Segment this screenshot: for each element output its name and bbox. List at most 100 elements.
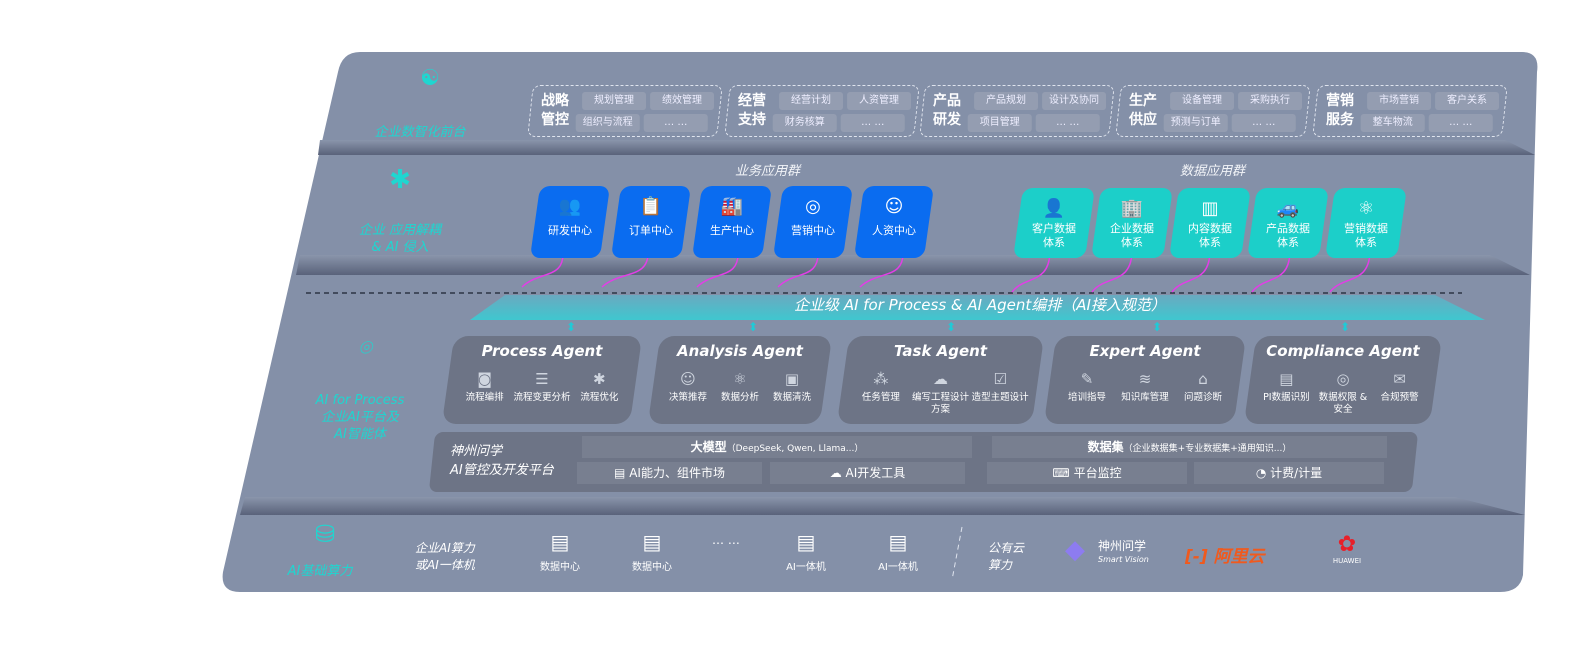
capability-chip[interactable]: … …: [1035, 114, 1100, 132]
data-app-tile[interactable]: 🚙 产品数据 体系: [1247, 188, 1329, 258]
capability-chip[interactable]: 规划管理: [582, 92, 647, 110]
business-app-tile[interactable]: ☺ 人资中心: [853, 186, 935, 258]
shenzhou-name: 神州问学: [1098, 539, 1147, 553]
front-group: 营销 服务 市场营销 客户关系 整车物流… …: [1312, 85, 1508, 137]
billing-button[interactable]: ◔ 计费/计量: [1194, 462, 1384, 484]
agent-capability[interactable]: ☁ 编写工程设计方案: [911, 368, 971, 416]
capability-chip[interactable]: 整车物流: [1360, 114, 1425, 132]
agent-name: Expert Agent: [1089, 342, 1201, 360]
agent-capability[interactable]: ☰ 流程变更分析: [513, 368, 570, 404]
capability-chip[interactable]: 经营计划: [779, 92, 844, 110]
ai-label-3: AI智能体: [334, 427, 386, 442]
capability-chip[interactable]: 绩效管理: [650, 92, 715, 110]
monitor-button[interactable]: ⌨ 平台监控: [987, 462, 1187, 484]
agent-name: Analysis Agent: [677, 342, 803, 360]
apps-label-2: & AI 侵入: [371, 240, 429, 255]
data-app-tile[interactable]: ▥ 内容数据 体系: [1169, 188, 1251, 258]
private-2: 或AI一体机: [415, 558, 475, 572]
llm-note: （DeepSeek, Qwen, Llama...）: [726, 444, 864, 454]
building-icon: 🏢: [1120, 198, 1144, 219]
capability-chip[interactable]: 人资管理: [847, 92, 912, 110]
agent-capability[interactable]: ✎ 培训指导: [1058, 368, 1116, 404]
capability-chip[interactable]: 市场营销: [1367, 92, 1432, 110]
server-icon: ▤: [888, 530, 908, 554]
ai-label-1: AI for Process: [315, 393, 405, 408]
atom-icon: ⚛: [1357, 198, 1375, 219]
agent-capability[interactable]: ◙ 流程编排: [456, 368, 513, 404]
dataset-note: （企业数据集+专业数据集+通用知识...）: [1123, 444, 1292, 454]
agent-capability[interactable]: ⌂ 问题诊断: [1174, 368, 1232, 404]
capability-icon: ≋: [1138, 370, 1152, 388]
private-1: 企业AI算力: [415, 541, 475, 555]
agent-card[interactable]: Task Agent ⁂ 任务管理 ☁ 编写工程设计方案 ☑ 造型主题设计: [836, 336, 1045, 424]
capability-chip[interactable]: 项目管理: [967, 114, 1032, 132]
agent-capability[interactable]: ⁂ 任务管理: [851, 368, 911, 416]
agent-card[interactable]: Compliance Agent ▤ PI数据识别 ◎ 数据权限 & 安全 ✉ 合规预警: [1243, 336, 1443, 424]
user-icon: 👤: [1042, 198, 1066, 219]
capability-chip[interactable]: 预测与订单: [1163, 114, 1228, 132]
capability-chip[interactable]: 设备管理: [1170, 92, 1235, 110]
capability-chip[interactable]: 采购执行: [1238, 92, 1303, 110]
front-label: 企业数智化前台: [374, 125, 466, 140]
public-1: 公有云: [988, 541, 1025, 555]
business-app-label: 订单中心: [629, 224, 673, 237]
capability-icon: ⌂: [1198, 370, 1208, 388]
group-title: 战略 管控: [541, 93, 569, 128]
agent-capability[interactable]: ⚛ 数据分析: [714, 368, 766, 404]
llm-label: 大模型: [690, 440, 727, 454]
market-icon: ▤: [614, 466, 630, 480]
apps-label-1: 企业 应用解耦: [358, 223, 442, 238]
ai-label-2: 企业AI平台及: [321, 410, 399, 425]
agent-card[interactable]: Expert Agent ✎ 培训指导 ≋ 知识库管理 ⌂ 问题诊断: [1043, 336, 1247, 424]
data-app-tile[interactable]: 🏢 企业数据 体系: [1091, 188, 1173, 258]
aliyun-name: 阿里云: [1213, 547, 1265, 567]
business-app-tile[interactable]: ◎ 营销中心: [772, 186, 854, 258]
agent-card[interactable]: Process Agent ◙ 流程编排 ☰ 流程变更分析 ✱ 流程优化: [441, 336, 643, 424]
capability-chip[interactable]: … …: [1428, 114, 1493, 132]
capability-chip[interactable]: 产品规划: [974, 92, 1039, 110]
server-item: ▤ AI一体机: [868, 530, 928, 573]
down-arrow-icon: ⬍: [1340, 320, 1351, 334]
business-app-tile[interactable]: 🏭 生产中心: [691, 186, 773, 258]
agent-card[interactable]: Analysis Agent ☺ 决策推荐 ⚛ 数据分析 ▣ 数据清洗: [647, 336, 833, 424]
front-group: 战略 管控 规划管理 绩效管理 组织与流程… …: [527, 85, 723, 137]
capability-label: 知识库管理: [1121, 392, 1169, 403]
person-icon: ☺: [884, 196, 904, 217]
server-icon: ▤: [796, 530, 816, 554]
business-app-tile[interactable]: 👥 研发中心: [529, 186, 611, 258]
capability-chip[interactable]: 组织与流程: [575, 114, 640, 132]
capability-chip[interactable]: … …: [643, 114, 708, 132]
apps-label: 企业 应用解耦 & AI 侵入: [340, 222, 460, 256]
agent-capability[interactable]: ◎ 数据权限 & 安全: [1315, 368, 1372, 416]
capability-chip[interactable]: 客户关系: [1435, 92, 1500, 110]
agent-capability[interactable]: ≋ 知识库管理: [1116, 368, 1174, 404]
capability-chip[interactable]: … …: [840, 114, 905, 132]
data-app-tile[interactable]: ⚛ 营销数据 体系: [1325, 188, 1407, 258]
agent-capability[interactable]: ✉ 合规预警: [1371, 368, 1428, 416]
data-title: 数据应用群: [1180, 164, 1246, 179]
capability-chip[interactable]: 财务核算: [772, 114, 837, 132]
server-icon: ▤: [550, 530, 570, 554]
shenzhou-logo-icon: ◆: [1065, 535, 1085, 565]
down-arrow-icon: ⬍: [566, 320, 577, 334]
capability-chip[interactable]: 设计及协同: [1042, 92, 1107, 110]
agent-capability[interactable]: ✱ 流程优化: [571, 368, 628, 404]
market-button[interactable]: ▤ AI能力、组件市场: [577, 462, 762, 484]
shenzhou-sub: Smart Vision: [1098, 555, 1149, 564]
dataset-label: 数据集: [1087, 440, 1124, 454]
capability-label: 培训指导: [1067, 392, 1106, 403]
agent-capability[interactable]: ▤ PI数据识别: [1258, 368, 1315, 416]
capability-icon: ☁: [933, 370, 948, 388]
agent-capability[interactable]: ▣ 数据清洗: [766, 368, 818, 404]
server-item: ▤ 数据中心: [622, 530, 682, 573]
agent-capability[interactable]: ☑ 造型主题设计: [970, 368, 1030, 416]
server-icon: ▤: [642, 530, 662, 554]
public-2: 算力: [988, 558, 1013, 572]
dataset-bar: 数据集（企业数据集+专业数据集+通用知识...）: [992, 436, 1387, 458]
business-app-tile[interactable]: 📋 订单中心: [610, 186, 692, 258]
data-app-tile[interactable]: 👤 客户数据 体系: [1013, 188, 1095, 258]
agent-capability[interactable]: ☺ 决策推荐: [662, 368, 714, 404]
capability-chip[interactable]: … …: [1231, 114, 1296, 132]
capability-label: 数据清洗: [772, 392, 811, 403]
devtools-button[interactable]: ☁ AI开发工具: [770, 462, 965, 484]
